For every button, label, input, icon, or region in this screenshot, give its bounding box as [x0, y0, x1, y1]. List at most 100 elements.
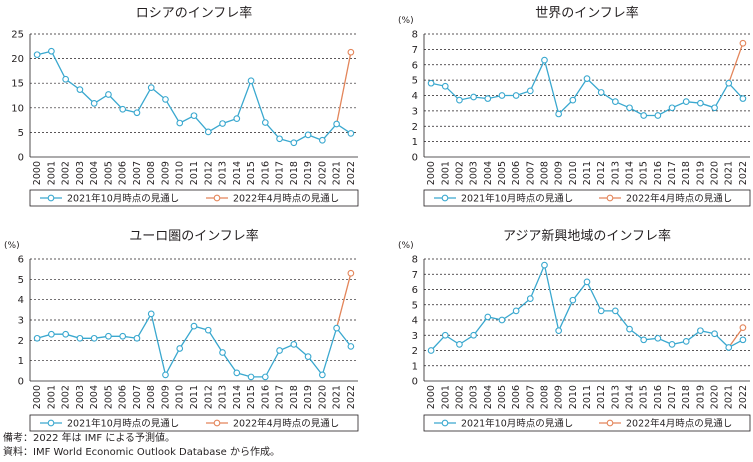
legend-box	[423, 414, 751, 432]
data-point	[347, 269, 355, 277]
data-point	[597, 307, 605, 315]
x-tick-label: 2022	[346, 385, 357, 409]
data-point	[611, 98, 619, 105]
series-line-2	[335, 52, 352, 125]
data-point	[470, 93, 477, 101]
y-tick-label: 0	[18, 153, 24, 164]
data-point	[725, 79, 733, 87]
y-tick-label: 0	[412, 377, 418, 388]
data-point	[569, 296, 577, 304]
data-point	[176, 119, 184, 127]
y-tick-label: 25	[11, 30, 24, 41]
data-point	[162, 371, 169, 379]
data-point	[498, 92, 506, 99]
data-point	[119, 105, 127, 113]
x-tick-label: 2021	[724, 161, 735, 185]
legend-marker-1	[47, 419, 55, 427]
x-tick-label: 2016	[653, 161, 664, 185]
data-point	[611, 307, 619, 315]
x-tick-label: 2004	[89, 161, 100, 185]
x-tick-label: 2003	[75, 161, 86, 185]
y-tick-label: 0	[412, 153, 418, 164]
data-point	[711, 104, 718, 112]
chart-legend: 2021年10月時点の見通し 2022年4月時点の見通し	[29, 189, 359, 207]
data-point	[318, 371, 326, 379]
legend-marker-2	[606, 419, 614, 427]
y-tick-label: 5	[18, 128, 24, 139]
legend-marker-1	[441, 194, 449, 202]
x-tick-label: 2009	[160, 161, 171, 185]
x-tick-label: 2017	[667, 161, 678, 185]
x-tick-label: 2011	[189, 161, 200, 185]
data-point	[347, 48, 355, 56]
x-tick-label: 2018	[681, 161, 692, 185]
chart-title: 世界のインフレ率	[535, 5, 639, 21]
x-tick-label: 2010	[175, 385, 186, 409]
x-tick-label: 2021	[332, 385, 343, 409]
y-tick-label: 1	[18, 356, 24, 367]
data-point	[555, 110, 563, 118]
x-tick-label: 2013	[610, 161, 621, 185]
data-point	[484, 313, 492, 321]
chart-legend: 2021年10月時点の見通し 2022年4月時点の見通し	[423, 189, 751, 207]
note-source: 資料：IMF World Economic Outlook Database か…	[3, 447, 280, 458]
x-tick-label: 2018	[289, 385, 300, 409]
data-point	[318, 136, 326, 144]
y-tick-label: 10	[11, 103, 24, 114]
data-point	[76, 334, 84, 342]
y-tick-label: 1	[412, 361, 418, 372]
x-tick-label: 2010	[568, 161, 579, 185]
data-point	[261, 373, 269, 381]
x-tick-label: 2002	[61, 385, 72, 409]
data-point	[470, 331, 477, 339]
data-point	[654, 112, 662, 119]
chart-panel-3: ユーロ圏のインフレ率 (%) 0 1 2 3 4 5 6 2000 2001 2002 2003 2004…	[4, 228, 359, 432]
x-tick-label: 2020	[710, 161, 721, 185]
x-tick-label: 2006	[118, 385, 129, 409]
x-tick-label: 2012	[596, 385, 607, 409]
x-tick-label: 2011	[582, 161, 593, 185]
x-tick-label: 2002	[454, 161, 465, 185]
legend-marker-2	[213, 194, 221, 202]
data-point	[739, 39, 747, 47]
y-unit-label: (%)	[4, 241, 20, 251]
x-tick-label: 2016	[260, 161, 271, 185]
legend-box	[29, 414, 359, 432]
data-point	[233, 369, 241, 377]
data-point	[626, 104, 633, 112]
x-tick-label: 2012	[203, 161, 214, 185]
legend-label-1: 2021年10月時点の見通し	[461, 418, 573, 430]
data-point	[526, 87, 534, 95]
x-tick-label: 2014	[625, 385, 636, 409]
x-tick-label: 2022	[738, 385, 749, 409]
y-tick-label: 8	[412, 255, 418, 266]
data-point	[90, 334, 98, 342]
legend-label-2: 2022年4月時点の見通し	[233, 418, 339, 430]
chart-panel-4: アジア新興地域のインフレ率 (%) 0 1 2 3 4 5 6 7 8 2000 2001 2002 200…	[398, 228, 751, 432]
data-point	[219, 120, 226, 127]
data-point	[290, 341, 298, 348]
x-tick-label: 2010	[175, 161, 186, 185]
y-tick-label: 5	[412, 300, 418, 311]
legend-marker-1	[47, 194, 55, 202]
y-unit-label: (%)	[398, 16, 414, 26]
x-tick-label: 2005	[103, 385, 114, 409]
x-tick-label: 2020	[317, 385, 328, 409]
data-point	[526, 295, 534, 303]
x-tick-label: 2022	[738, 161, 749, 185]
y-tick-label: 8	[412, 30, 418, 41]
data-point	[276, 347, 283, 354]
x-tick-label: 2020	[710, 385, 721, 409]
y-tick-label: 4	[412, 316, 418, 327]
data-point	[668, 104, 676, 112]
data-point	[119, 332, 127, 340]
data-point	[725, 344, 733, 351]
y-tick-label: 3	[412, 106, 418, 117]
y-tick-label: 15	[11, 79, 24, 90]
x-tick-label: 2019	[695, 161, 706, 185]
series-line-2	[728, 327, 744, 348]
x-tick-label: 2021	[332, 161, 343, 185]
data-point	[48, 330, 55, 338]
x-tick-label: 2005	[497, 385, 508, 409]
